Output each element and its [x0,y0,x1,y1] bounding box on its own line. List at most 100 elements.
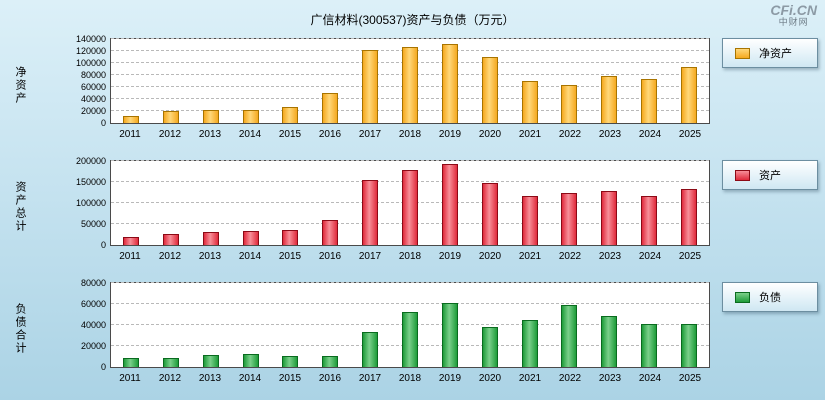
x-tick-label: 2018 [398,373,422,384]
cfi-logo-text: CFi.CN [770,2,817,18]
y-tick-label: 0 [100,240,106,250]
chart-header: 广信材料(300537)资产与负债（万元） CFi.CN 中财网 [0,0,825,30]
y-tick-label: 20000 [80,341,106,351]
x-tick-label: 2021 [518,129,542,140]
gridline [111,282,709,283]
total-assets-bar-2015 [282,230,299,245]
total-assets-bar-2017 [362,179,379,245]
net-assets-bar-2018 [402,47,418,123]
total-assets-bar-2021 [521,196,538,245]
chart-title: 广信材料(300537)资产与负债（万元） [310,13,515,27]
y-tick-label: 80000 [80,278,106,288]
total-assets-plot-area: 0 50000 100000 150000 200000 [76,156,710,250]
x-tick-label: 2025 [678,129,702,140]
net-assets-bar-2012 [162,111,179,123]
net-assets-bar-2011 [122,116,139,123]
x-tick-label: 2013 [198,373,222,384]
x-tick-label: 2012 [158,373,182,384]
total-assets-bar-2011 [122,237,139,245]
total-liabilities-x-axis: 2011 2012 2013 2014 2015 2016 2017 2018 2019 2020… [110,370,710,386]
total-assets-bar-2013 [202,231,219,245]
total-assets-bar-2016 [322,220,339,245]
x-tick-label: 2021 [518,251,542,262]
cfi-logo-subtext: 中财网 [778,17,809,28]
x-tick-label: 2012 [158,251,182,262]
total-assets-bar-2025 [681,188,698,245]
gridline [111,303,709,304]
x-tick-label: 2017 [358,129,382,140]
net-assets-bar-2015 [282,107,299,123]
gridline [111,38,709,39]
gridline [111,160,709,161]
x-tick-label: 2015 [278,129,302,140]
total-liabilities-bar-2015 [282,355,299,367]
net-assets-bar-2020 [481,57,498,123]
total-assets-legend: 资产 [722,160,818,190]
x-tick-label: 2013 [198,129,222,140]
x-tick-label: 2020 [478,129,502,140]
net-assets-bar-2025 [681,67,698,123]
total-assets-bar-2012 [162,233,179,245]
x-tick-label: 2025 [678,251,702,262]
total-assets-bar-2024 [641,195,658,245]
y-tick-label: 40000 [80,94,106,105]
x-tick-label: 2019 [438,373,462,384]
x-tick-label: 2011 [119,251,141,262]
x-tick-label: 2015 [278,251,302,262]
total-liabilities-bar-2019 [441,302,458,367]
x-tick-label: 2021 [518,373,542,384]
total-liabilities-chart: 负债合计 0 20000 40000 60000 80000 2011 2012 2013 201… [0,274,825,396]
y-tick-label: 100000 [75,58,106,68]
total-liabilities-bar-2022 [561,305,578,367]
x-tick-label: 2020 [478,373,502,384]
y-tick-label: 40000 [80,320,106,330]
total-liabilities-legend-label: 负债 [759,292,781,304]
x-tick-label: 2023 [598,251,622,262]
y-tick-label: 120000 [75,46,106,56]
x-tick-label: 2011 [119,373,141,384]
net-assets-bar-2013 [202,109,219,123]
x-tick-label: 2019 [438,251,462,262]
net-assets-bar-2014 [242,110,259,123]
net-assets-axis-title: 净资产 [14,65,26,105]
total-assets-bar-2022 [561,192,578,245]
total-liabilities-bar-2014 [242,353,259,367]
x-tick-label: 2017 [358,373,382,384]
total-assets-legend-label: 资产 [759,170,781,182]
total-liabilities-bar-2017 [362,332,379,367]
x-tick-label: 2022 [558,373,582,384]
y-tick-label: 0 [100,362,106,372]
x-tick-label: 2016 [318,373,342,384]
total-liabilities-legend-swatch [735,291,750,303]
x-tick-label: 2023 [598,373,622,384]
total-liabilities-legend: 负债 [722,282,818,312]
net-assets-plot-area: 0 20000 40000 60000 80000 100000 120000 140000 [76,34,710,128]
total-liabilities-bar-2011 [122,357,139,367]
x-tick-label: 2022 [558,251,582,262]
total-liabilities-bar-2012 [162,358,179,367]
total-assets-chart: 资产总计 0 50000 100000 150000 200000 2011 2012 2013… [0,152,825,274]
net-assets-bar-2021 [521,81,538,123]
x-tick-label: 2025 [678,373,702,384]
net-assets-bar-2016 [322,93,339,123]
net-assets-chart: 净资产 0 20000 40000 60000 80000 100000 120000 1400… [0,30,825,152]
total-liabilities-bar-2020 [481,327,498,367]
y-tick-label: 80000 [80,70,106,81]
total-liabilities-bar-2018 [402,312,418,367]
x-tick-label: 2016 [318,251,342,262]
x-tick-label: 2020 [478,251,502,262]
total-liabilities-bar-2013 [202,354,219,367]
total-assets-legend-swatch [735,169,750,181]
x-tick-label: 2018 [398,129,422,140]
y-tick-label: 50000 [80,219,106,229]
site-logo: CFi.CN 中财网 [770,2,817,28]
net-assets-bar-2022 [561,84,578,123]
total-assets-bar-2023 [601,191,618,245]
total-liabilities-bar-2024 [641,323,658,367]
y-tick-label: 20000 [80,106,106,117]
x-tick-label: 2022 [558,129,582,140]
net-assets-x-axis: 2011 2012 2013 2014 2015 2016 2017 2018 2019 2020… [110,126,710,142]
x-tick-label: 2024 [638,129,662,140]
total-assets-axis-title: 资产总计 [14,181,26,233]
total-liabilities-axis-title: 负债合计 [14,303,26,355]
